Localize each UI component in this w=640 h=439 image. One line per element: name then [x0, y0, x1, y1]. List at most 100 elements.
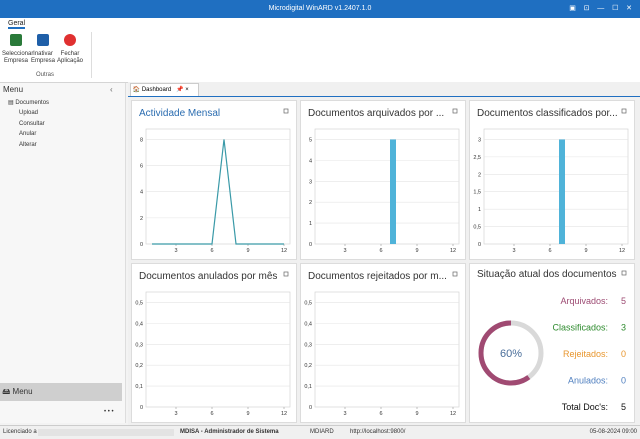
- license: Licenciado a :: [3, 429, 41, 435]
- gauge-arc: [478, 320, 544, 386]
- chart-panel: Documentos classificados por... 0 0,5 1 1,5 2…: [469, 100, 635, 260]
- bar: [559, 139, 565, 244]
- y-tick-label: 2,5: [473, 155, 481, 161]
- x-tick-label: 12: [619, 248, 625, 254]
- tree-item[interactable]: Consultar: [19, 120, 45, 127]
- tree-root-label: Documentos: [15, 100, 50, 106]
- button-icon: [37, 34, 49, 46]
- tree-item[interactable]: Upload: [19, 110, 39, 116]
- chart-title: Documentos rejeitados por m...: [308, 271, 447, 282]
- collapse[interactable]: ‹: [110, 85, 113, 94]
- line-series: [152, 139, 284, 245]
- y-tick-label: 0,1: [304, 384, 312, 390]
- menu-button[interactable]: 🖴 Menu: [0, 383, 122, 401]
- chart-panel: Actividade Mensal 0 2 4 6 8 3 6 9 12: [131, 100, 297, 260]
- maximize: [283, 108, 289, 114]
- summary-title: Situação atual dos documentos: [477, 269, 617, 280]
- button-icon: [64, 34, 76, 46]
- x-tick-label: 9: [584, 248, 587, 254]
- summary-value: 5: [621, 402, 626, 412]
- x-tick-label: 9: [246, 411, 249, 417]
- tree-item[interactable]: Anular: [19, 131, 37, 137]
- x-tick-label: 12: [281, 411, 287, 417]
- button-label: Inativar: [33, 51, 53, 57]
- plot-area: [314, 128, 460, 245]
- bar: [390, 139, 396, 244]
- summary-name: Total Doc's:: [562, 402, 608, 412]
- user: MDISA - Administrador de Sistema: [180, 429, 279, 435]
- summary-panel: Situação atual dos documentos 60% Arquivad…: [469, 263, 635, 423]
- x-tick-label: 6: [379, 411, 382, 417]
- y-tick-label: 8: [140, 137, 143, 143]
- separator: [91, 32, 92, 78]
- y-tick-label: 2: [309, 200, 312, 206]
- button-label: Seleccionar: [2, 51, 34, 57]
- x-tick-label: 9: [415, 411, 418, 417]
- url: http://localhost:9800/: [350, 429, 406, 435]
- y-tick-label: 0,4: [135, 321, 143, 327]
- chart-title: Actividade Mensal: [139, 108, 220, 119]
- tree-root[interactable]: ▤ Documentos: [8, 100, 50, 106]
- y-tick-label: 0,3: [304, 342, 312, 348]
- dashboard-tab[interactable]: 🏠 Dashboard 📌 ×: [130, 83, 199, 96]
- y-tick-label: 0: [478, 242, 481, 248]
- ribbon: Geral Seleccionar Empresa Inativar Empresa F…: [0, 18, 640, 83]
- summary-value: 3: [621, 323, 626, 333]
- y-tick-label: 0,2: [304, 363, 312, 369]
- x-tick-label: 12: [281, 248, 287, 254]
- y-tick-label: 1: [478, 207, 481, 213]
- summary-name: Classificados:: [552, 323, 608, 333]
- menu-title: Menu: [3, 85, 24, 94]
- x-tick-label: 12: [450, 248, 456, 254]
- y-tick-label: 1,5: [473, 190, 481, 196]
- maximize: [621, 270, 627, 276]
- x-tick-label: 3: [343, 248, 346, 254]
- tree-item[interactable]: Alterar: [19, 141, 37, 148]
- y-tick-label: 6: [140, 164, 143, 170]
- window-title: Microdigital WinARD v1.2407.1.0: [268, 5, 372, 12]
- x-tick-label: 6: [548, 248, 551, 254]
- y-tick-label: 0,4: [304, 321, 312, 327]
- summary-name: Anulados:: [568, 376, 608, 386]
- x-tick-label: 9: [246, 248, 249, 254]
- summary-name: Arquivados:: [560, 296, 608, 306]
- maximize: [452, 108, 458, 114]
- button-label: Empresa: [30, 58, 55, 64]
- y-tick-label: 2: [478, 172, 481, 178]
- y-tick-label: 0: [309, 242, 312, 248]
- ribbon-button[interactable]: Inativar Empresa: [29, 32, 57, 70]
- ribbon-button[interactable]: Seleccionar Empresa: [2, 32, 34, 70]
- summary-value: 5: [621, 296, 626, 306]
- db: MDIARD: [310, 429, 334, 435]
- button-label: Empresa: [3, 58, 28, 64]
- tab-label: Dashboard: [141, 87, 172, 93]
- y-tick-label: 0,5: [473, 225, 481, 231]
- x-tick-label: 3: [174, 248, 177, 254]
- x-tick-label: 6: [379, 248, 382, 254]
- plot-area: [314, 291, 460, 408]
- y-tick-label: 3: [309, 179, 312, 185]
- x-tick-label: 3: [512, 248, 515, 254]
- summary-name: Rejeitados:: [563, 349, 608, 359]
- summary-value: 0: [621, 376, 626, 386]
- ribbon-button[interactable]: Fechar Aplicação: [56, 32, 84, 70]
- y-tick-label: 3: [478, 137, 481, 143]
- y-tick-label: 2: [140, 216, 143, 222]
- y-tick-label: 0,3: [135, 342, 143, 348]
- maximize: [283, 271, 289, 277]
- chart-panel: Documentos anulados por mês 0 0,1 0,2 0,3 0,4…: [131, 263, 297, 423]
- window-controls[interactable]: ▣ ⊡ — ☐ ✕: [569, 5, 632, 12]
- summary-value: 0: [621, 349, 626, 359]
- plot-area: [145, 291, 291, 408]
- chart-title: Documentos arquivados por ...: [308, 108, 444, 119]
- ribbon-group: Outras: [36, 72, 55, 78]
- y-tick-label: 0: [140, 405, 143, 411]
- license-redacted: [38, 429, 174, 436]
- chart-panel: Documentos rejeitados por m... 0 0,1 0,2 0,3…: [300, 263, 466, 423]
- ribbon-tab[interactable]: Geral: [8, 20, 26, 29]
- x-tick-label: 3: [174, 411, 177, 417]
- maximize: [452, 271, 458, 277]
- y-tick-label: 1: [309, 221, 312, 227]
- more[interactable]: • • •: [104, 409, 114, 415]
